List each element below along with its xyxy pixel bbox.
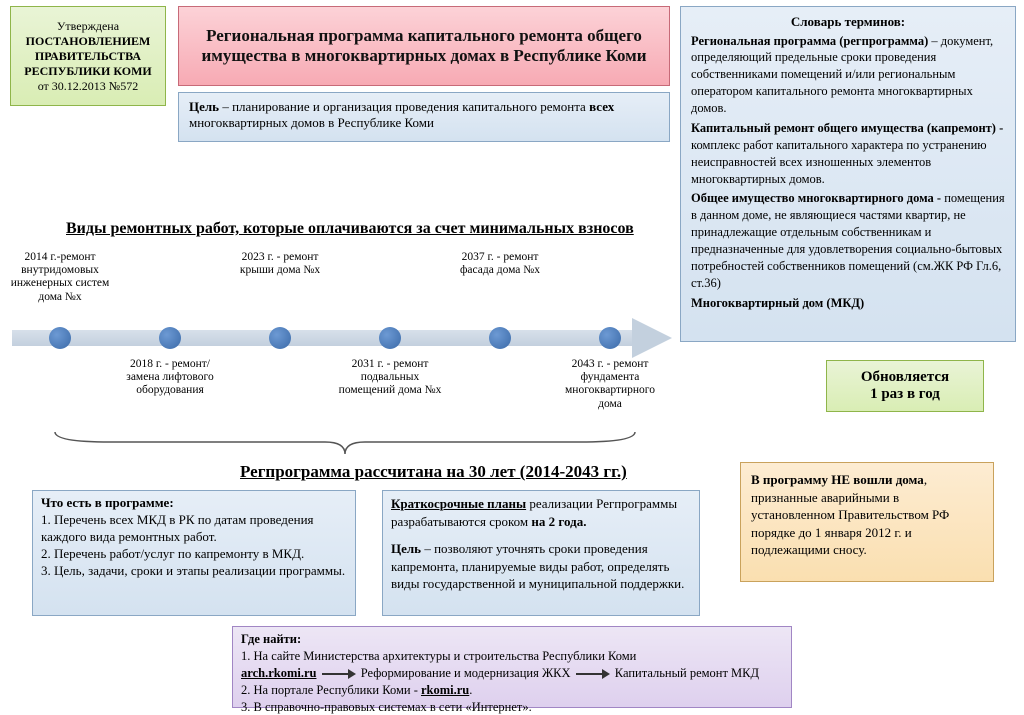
- glossary-item: Общее имущество многоквартирного дома - …: [691, 190, 1005, 291]
- timeline-dot: [599, 327, 621, 349]
- update-box: Обновляется 1 раз в год: [826, 360, 984, 412]
- glossary-box: Словарь терминов: Региональная программа…: [680, 6, 1016, 342]
- timeline-label: 2018 г. - ремонт/замена лифтового оборуд…: [115, 358, 225, 398]
- timeline-dot: [159, 327, 181, 349]
- contents-box: Что есть в программе: 1. Перечень всех М…: [32, 490, 356, 616]
- contents-item: 2. Перечень работ/услуг по капремонту в …: [41, 546, 347, 563]
- glossary-item: Капитальный ремонт общего имущества (кап…: [691, 120, 1005, 188]
- timeline-dot: [489, 327, 511, 349]
- works-heading: Виды ремонтных работ, которые оплачивают…: [66, 220, 634, 238]
- short-l1b: на 2 года.: [531, 514, 586, 529]
- timeline-label: 2043 г. - ремонт фундамента многоквартир…: [555, 358, 665, 411]
- where-l1b: Реформирование и модернизация ЖКХ: [361, 666, 571, 680]
- glossary-term: Многоквартирный дом (МКД): [691, 296, 864, 310]
- timeline-dot: [49, 327, 71, 349]
- short-box: Краткосрочные планы реализации Регпрогра…: [382, 490, 700, 616]
- title-text: Региональная программа капитального ремо…: [199, 26, 649, 66]
- where-l2: 2. На портале Республики Коми -: [241, 683, 421, 697]
- where-link2: rkomi.ru: [421, 683, 469, 697]
- update-l2: 1 раз в год: [861, 386, 949, 403]
- excluded-box: В программу НЕ вошли дома, признанные ав…: [740, 462, 994, 582]
- contents-item: 1. Перечень всех МКД в РК по датам прове…: [41, 512, 347, 546]
- arrow-icon: [576, 669, 610, 679]
- glossary-term: Капитальный ремонт общего имущества (кап…: [691, 121, 1003, 135]
- arrow-icon: [322, 669, 356, 679]
- glossary-item: Многоквартирный дом (МКД): [691, 295, 1005, 312]
- glossary-def: комплекс работ капитального характера по…: [691, 138, 987, 186]
- where-heading: Где найти:: [241, 632, 301, 646]
- where-l1c: Капитальный ремонт МКД: [615, 666, 759, 680]
- glossary-def: помещения в данном доме, не являющиеся ч…: [691, 191, 1005, 289]
- contents-item: 3. Цель, задачи, сроки и этапы реализаци…: [41, 563, 347, 580]
- timeline-label: 2037 г. - ремонт фасада дома №х: [445, 251, 555, 277]
- thirty-heading: Регпрограмма рассчитана на 30 лет (2014-…: [240, 462, 627, 482]
- goal-bold: всех: [589, 99, 614, 114]
- timeline-label: 2031 г. - ремонт подвальных помещений до…: [335, 358, 445, 398]
- where-l3: 3. В справочно-правовых системах в сети …: [241, 700, 532, 714]
- glossary-heading: Словарь терминов:: [691, 13, 1005, 31]
- short-l2r: – позволяют уточнять сроки проведения ка…: [391, 541, 684, 591]
- approved-l1: Утверждена: [19, 19, 157, 34]
- where-l1a: 1. На сайте Министерства архитектуры и с…: [241, 649, 636, 663]
- timeline-arrow-icon: [632, 318, 672, 358]
- glossary-items: Региональная программа (регпрограмма) – …: [691, 33, 1005, 312]
- goal-label: Цель: [189, 99, 219, 114]
- approved-l3: от 30.12.2013 №572: [19, 79, 157, 94]
- where-box: Где найти: 1. На сайте Министерства архи…: [232, 626, 792, 708]
- timeline-dot: [269, 327, 291, 349]
- goal-tail: многоквартирных домов в Республике Коми: [189, 115, 434, 130]
- glossary-term: Общее имущество многоквартирного дома -: [691, 191, 941, 205]
- goal-box: Цель – планирование и организация провед…: [178, 92, 670, 142]
- title-box: Региональная программа капитального ремо…: [178, 6, 670, 86]
- timeline: 2014 г.-ремонт внутридомовых инженерных …: [12, 246, 678, 446]
- timeline-label: 2023 г. - ремонт крыши дома №х: [225, 251, 335, 277]
- approved-box: Утверждена ПОСТАНОВЛЕНИЕМ ПРАВИТЕЛЬСТВА …: [10, 6, 166, 106]
- goal-text: – планирование и организация проведения …: [219, 99, 589, 114]
- timeline-dot: [379, 327, 401, 349]
- glossary-item: Региональная программа (регпрограмма) – …: [691, 33, 1005, 117]
- timeline-bar: [12, 330, 632, 346]
- contents-heading: Что есть в программе:: [41, 495, 174, 510]
- short-l1u: Краткосрочные планы: [391, 496, 526, 511]
- excluded-b: В программу НЕ вошли дома: [751, 472, 924, 487]
- timeline-label: 2014 г.-ремонт внутридомовых инженерных …: [5, 251, 115, 304]
- glossary-term: Региональная программа (регпрограмма): [691, 34, 928, 48]
- contents-items: 1. Перечень всех МКД в РК по датам прове…: [41, 512, 347, 580]
- update-l1: Обновляется: [861, 369, 949, 386]
- short-l2b: Цель: [391, 541, 421, 556]
- brace-icon: [50, 430, 640, 456]
- approved-l2: ПОСТАНОВЛЕНИЕМ ПРАВИТЕЛЬСТВА РЕСПУБЛИКИ …: [19, 34, 157, 79]
- where-link1: arch.rkomi.ru: [241, 666, 316, 680]
